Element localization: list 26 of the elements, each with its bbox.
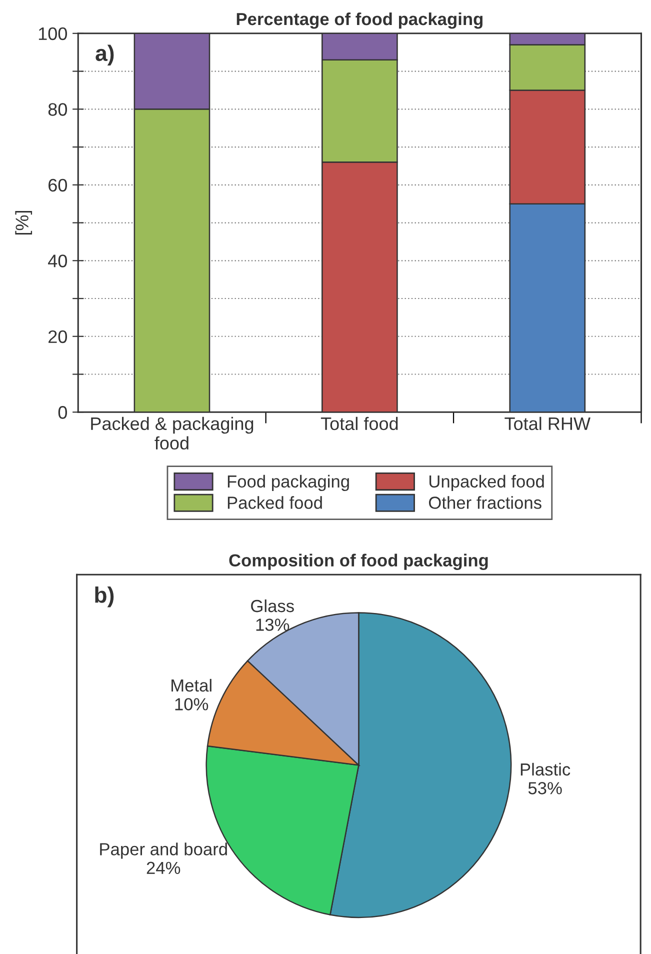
x-tick-label: Total food — [320, 416, 398, 430]
data-label: 10% — [175, 698, 208, 710]
legend-label: Food packaging — [228, 474, 349, 492]
legend-label: Packed food — [228, 496, 322, 509]
legend-label: Unpacked food — [430, 474, 544, 492]
slice-label: Metal — [172, 678, 212, 692]
slice-label: Plastic — [520, 762, 570, 776]
y-tick-label: 20 — [48, 330, 67, 344]
y-tick-label: 40 — [48, 254, 67, 268]
slice-label: Paper and board — [100, 842, 227, 859]
chart-title: Percentage of food packaging — [236, 12, 482, 29]
slice-label: Glass — [251, 599, 294, 612]
y-tick-label: 100 — [38, 27, 67, 40]
legend-label: Other fractions — [428, 496, 542, 509]
y-tick-label: 80 — [48, 103, 67, 116]
data-label: 13% — [256, 618, 290, 631]
y-tick-label: 60 — [48, 178, 67, 192]
annotation: a) — [96, 44, 114, 66]
y-axis-title: [%] — [15, 211, 32, 235]
y-tick-label: 0 — [58, 406, 67, 419]
x-tick-label: Total RHW — [504, 416, 590, 430]
text: b) — [95, 586, 114, 608]
x-tick-label: Packed & packaging food — [91, 416, 254, 450]
data-label: 53% — [528, 782, 562, 794]
chart-title: Composition of food packaging — [229, 554, 488, 570]
data-label: 24% — [146, 862, 180, 874]
